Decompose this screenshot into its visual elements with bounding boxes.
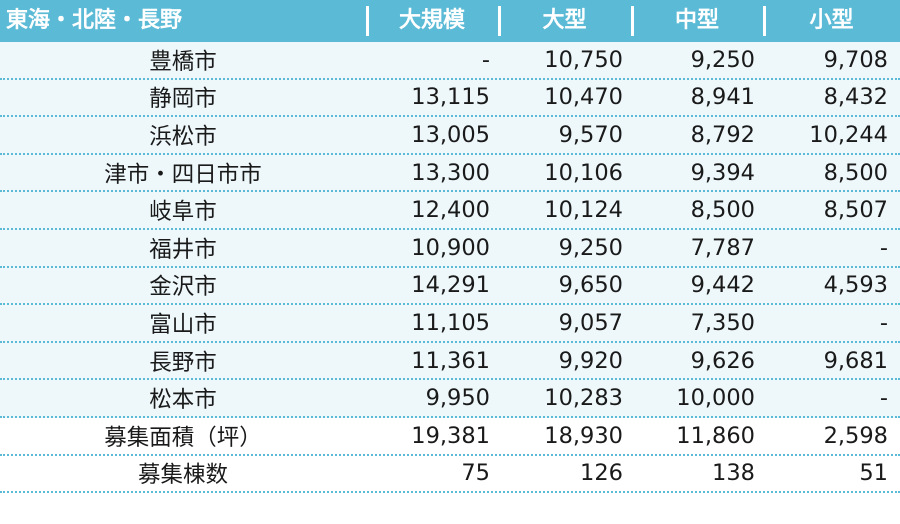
value-small: 9,708 (823, 46, 888, 73)
value-large: 10,470 (544, 84, 623, 111)
value-large-scale: 13,005 (411, 121, 490, 148)
value-large: 10,283 (544, 385, 623, 412)
value-large: 9,057 (558, 309, 623, 336)
value-large: 9,570 (558, 121, 623, 148)
value-large: 10,750 (544, 46, 623, 73)
value-medium: 8,941 (690, 84, 755, 111)
table-row: 松本市 9,950 10,283 10,000 - (0, 380, 900, 418)
table-row: 長野市 11,361 9,920 9,626 9,681 (0, 342, 900, 381)
city-name: 金沢市 (149, 274, 217, 301)
city-name: 富山市 (149, 311, 217, 338)
city-name: 豊橋市 (149, 48, 217, 75)
value-small: 8,500 (823, 159, 888, 186)
value-medium: 10,000 (676, 385, 755, 412)
table-row: 富山市 11,105 9,057 7,350 - (0, 305, 900, 343)
header-col-large-scale-label: 大規模 (398, 8, 465, 33)
header-col-large-scale: 大規模 (366, 0, 498, 42)
table-row: 浜松市 13,005 9,570 8,792 10,244 (0, 117, 900, 155)
value-medium: 11,860 (676, 422, 755, 449)
city-name: 岐阜市 (149, 199, 217, 226)
city-name: 静岡市 (149, 86, 217, 113)
value-large-scale: 9,950 (425, 385, 490, 412)
header-col-small-label: 小型 (809, 8, 854, 33)
header-col-medium-label: 中型 (674, 8, 719, 33)
city-name: 松本市 (149, 387, 217, 414)
value-large: 9,920 (558, 347, 623, 374)
city-name: 津市・四日市市 (104, 161, 262, 188)
table-row: 金沢市 14,291 9,650 9,442 4,593 (0, 267, 900, 306)
header-col-small: 小型 (763, 0, 900, 42)
summary-row-count: 募集棟数 75 126 138 51 (0, 455, 900, 494)
value-small: - (879, 234, 888, 261)
value-medium: 9,250 (690, 46, 755, 73)
table-row: 津市・四日市市 13,300 10,106 9,394 8,500 (0, 154, 900, 193)
city-name: 浜松市 (149, 123, 217, 150)
value-large-scale: 11,361 (411, 347, 490, 374)
value-small: 8,432 (823, 84, 888, 111)
value-small: 9,681 (823, 347, 888, 374)
value-medium: 7,350 (690, 309, 755, 336)
header-separator (763, 6, 766, 36)
city-name: 福井市 (149, 236, 217, 263)
table-row: 岐阜市 12,400 10,124 8,500 8,507 (0, 192, 900, 230)
header-col-large-label: 大型 (542, 8, 587, 33)
value-medium: 8,500 (690, 197, 755, 224)
value-small: 51 (859, 460, 888, 487)
value-large-scale: 14,291 (411, 272, 490, 299)
value-small: 4,593 (823, 272, 888, 299)
table-row: 豊橋市 - 10,750 9,250 9,708 (0, 42, 900, 80)
value-large-scale: 13,300 (411, 159, 490, 186)
summary-row-area: 募集面積（坪） 19,381 18,930 11,860 2,598 (0, 417, 900, 456)
summary-label: 募集棟数 (137, 462, 228, 489)
value-large-scale: 12,400 (411, 197, 490, 224)
header-col-large: 大型 (498, 0, 631, 42)
value-large: 10,124 (544, 197, 623, 224)
header-region: 東海・北陸・長野 (6, 8, 183, 33)
value-large: 9,650 (558, 272, 623, 299)
value-small: - (879, 385, 888, 412)
table-row: 静岡市 13,115 10,470 8,941 8,432 (0, 79, 900, 118)
header-separator (498, 6, 501, 36)
value-large: 9,250 (558, 234, 623, 261)
summary-label: 募集面積（坪） (104, 424, 262, 451)
value-large: 18,930 (544, 422, 623, 449)
value-medium: 9,394 (690, 159, 755, 186)
value-small: 8,507 (823, 197, 888, 224)
value-large: 126 (580, 460, 623, 487)
city-name: 長野市 (149, 349, 217, 376)
header-separator (631, 6, 634, 36)
table-row: 福井市 10,900 9,250 7,787 - (0, 229, 900, 268)
value-medium: 138 (712, 460, 755, 487)
value-large-scale: 10,900 (411, 234, 490, 261)
value-medium: 9,442 (690, 272, 755, 299)
value-large-scale: 11,105 (411, 309, 490, 336)
value-medium: 9,626 (690, 347, 755, 374)
value-large-scale: 19,381 (411, 422, 490, 449)
value-medium: 7,787 (690, 234, 755, 261)
value-small: - (879, 309, 888, 336)
value-large-scale: 13,115 (411, 84, 490, 111)
value-large: 10,106 (544, 159, 623, 186)
value-small: 2,598 (823, 422, 888, 449)
header-col-medium: 中型 (631, 0, 763, 42)
table-header: 東海・北陸・長野 大規模 大型 中型 小型 (0, 0, 900, 42)
value-large-scale: 75 (461, 460, 490, 487)
value-medium: 8,792 (690, 121, 755, 148)
value-large-scale: - (481, 46, 490, 73)
value-small: 10,244 (809, 121, 888, 148)
header-separator (366, 6, 369, 36)
